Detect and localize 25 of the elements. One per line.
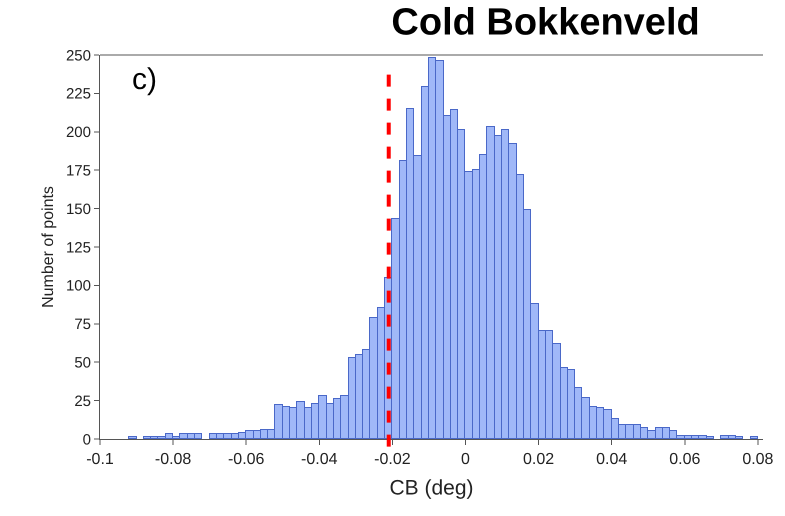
y-tick-label: 150 bbox=[66, 200, 91, 218]
y-tick-label: 25 bbox=[74, 392, 91, 410]
x-tick-label: -0.1 bbox=[86, 451, 114, 468]
x-tick-label: 0 bbox=[461, 451, 470, 468]
x-tick-label: 0.06 bbox=[669, 451, 700, 468]
y-axis-title: Number of points bbox=[40, 186, 57, 308]
x-axis-title: CB (deg) bbox=[389, 476, 474, 500]
y-tick-label: 0 bbox=[82, 431, 91, 448]
chart-title: Cold Bokkenveld bbox=[391, 1, 700, 44]
y-tick-label: 175 bbox=[66, 162, 91, 180]
y-tick-label: 200 bbox=[66, 124, 91, 142]
x-tick-label: -0.06 bbox=[228, 451, 265, 468]
y-tick-label: 100 bbox=[66, 278, 91, 295]
annotation: c) bbox=[132, 63, 157, 96]
x-tick-label: -0.02 bbox=[374, 451, 411, 468]
x-tick-label: 0.04 bbox=[596, 451, 628, 468]
x-tick-label: -0.08 bbox=[154, 451, 192, 468]
x-tick-label: -0.04 bbox=[301, 451, 338, 468]
y-tick-label: 225 bbox=[66, 86, 91, 103]
y-tick-label: 125 bbox=[66, 239, 91, 256]
y-tick-label: 75 bbox=[74, 316, 91, 334]
y-tick-label: 50 bbox=[74, 354, 91, 372]
y-tick-label: 250 bbox=[66, 47, 91, 64]
x-tick-label: 0.02 bbox=[523, 451, 554, 468]
x-tick-label: 0.08 bbox=[742, 451, 774, 468]
